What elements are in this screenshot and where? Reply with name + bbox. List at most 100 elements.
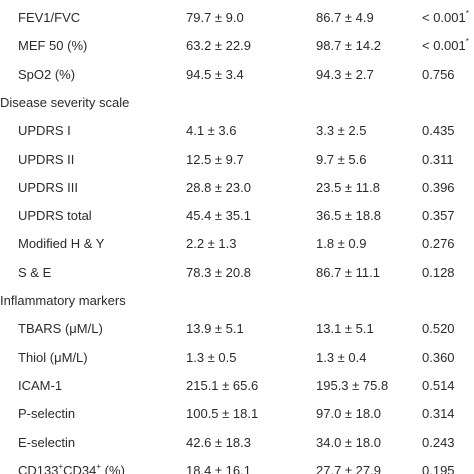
p-value-text: 0.195 xyxy=(422,462,455,474)
group-a-value: 63.2 ± 22.9 xyxy=(186,38,251,54)
p-value: 0.243 xyxy=(422,435,455,451)
section-header: Inflammatory markers xyxy=(0,293,126,308)
group-b-value-text: 34.0 ± 18.0 xyxy=(316,434,381,450)
group-b-value-text: 98.7 ± 14.2 xyxy=(316,38,381,54)
label-text: SpO2 (%) xyxy=(18,66,76,82)
p-value: 0.314 xyxy=(422,406,455,422)
row-label: TBARS (μM/L) xyxy=(18,321,103,337)
row-label: FEV1/FVC xyxy=(18,10,80,26)
group-b-value-text: 1.8 ± 0.9 xyxy=(316,236,367,252)
label-text: UPDRS II xyxy=(18,151,75,167)
p-value: 0.276 xyxy=(422,236,455,252)
group-a-value-text: 45.4 ± 35.1 xyxy=(186,208,251,224)
group-a-value: 2.2 ± 1.3 xyxy=(186,236,237,252)
group-a-value-text: 100.5 ± 18.1 xyxy=(186,406,259,422)
p-value-text: 0.514 xyxy=(422,377,455,393)
p-value: 0.396 xyxy=(422,180,455,196)
group-a-value-text: 79.7 ± 9.0 xyxy=(186,10,244,25)
group-a-value-text: 18.4 ± 16.1 xyxy=(186,462,251,474)
group-a-value: 12.5 ± 9.7 xyxy=(186,152,244,168)
group-a-value-text: 215.1 ± 65.6 xyxy=(186,377,259,393)
group-b-value-text: 9.7 ± 5.6 xyxy=(316,151,367,167)
group-a-value: 45.4 ± 35.1 xyxy=(186,208,251,224)
p-value: 0.360 xyxy=(422,350,455,366)
group-a-value: 94.5 ± 3.4 xyxy=(186,67,244,83)
p-value-text: 0.756 xyxy=(422,66,455,82)
group-b-value-text: 86.7 ± 4.9 xyxy=(316,10,374,25)
group-a-value: 28.8 ± 23.0 xyxy=(186,180,251,196)
p-value: 0.195 xyxy=(422,463,455,474)
group-b-value-text: 3.3 ± 2.5 xyxy=(316,123,367,139)
row-label: UPDRS II xyxy=(18,152,74,168)
row-label: S & E xyxy=(18,265,51,281)
label-text: MEF 50 (%) xyxy=(18,38,88,54)
p-value: < 0.001* xyxy=(422,38,469,54)
p-value-text: 0.276 xyxy=(422,236,455,252)
row-label: UPDRS I xyxy=(18,123,71,139)
label-text: S & E xyxy=(18,264,52,280)
row-label: UPDRS III xyxy=(18,180,78,196)
group-b-value: 86.7 ± 11.1 xyxy=(316,265,380,281)
p-value: 0.756 xyxy=(422,67,455,83)
label-text: CD34 xyxy=(63,462,97,474)
group-a-value: 13.9 ± 5.1 xyxy=(186,321,244,337)
group-b-value-text: 13.1 ± 5.1 xyxy=(316,321,374,337)
group-b-value: 1.8 ± 0.9 xyxy=(316,236,367,252)
group-b-value: 36.5 ± 18.8 xyxy=(316,208,381,224)
superscript: + xyxy=(96,461,102,471)
p-value-text: 0.360 xyxy=(422,349,455,365)
p-value-text: 0.243 xyxy=(422,434,455,450)
p-value-text: 0.128 xyxy=(422,264,455,280)
label-text: TBARS (μM/L) xyxy=(18,321,103,337)
label-text: P-selectin xyxy=(18,406,76,422)
group-b-value: 94.3 ± 2.7 xyxy=(316,67,374,83)
row-label: UPDRS total xyxy=(18,208,92,224)
group-a-value-text: 1.3 ± 0.5 xyxy=(186,349,237,365)
group-b-value-text: 27.7 ± 27.9 xyxy=(316,462,381,474)
group-a-value: 100.5 ± 18.1 xyxy=(186,406,258,422)
p-value: 0.128 xyxy=(422,265,455,281)
label-text: Thiol (μM/L) xyxy=(18,349,88,365)
p-value-text: 0.520 xyxy=(422,321,455,337)
group-b-value-text: 1.3 ± 0.4 xyxy=(316,349,367,365)
p-value-text: 0.396 xyxy=(422,179,455,195)
group-b-value: 34.0 ± 18.0 xyxy=(316,435,381,451)
group-a-value: 4.1 ± 3.6 xyxy=(186,123,237,139)
p-value: < 0.001* xyxy=(422,10,469,26)
group-a-value: 78.3 ± 20.8 xyxy=(186,265,251,281)
group-a-value-text: 2.2 ± 1.3 xyxy=(186,236,237,252)
significance-mark: * xyxy=(465,9,469,18)
group-b-value: 23.5 ± 11.8 xyxy=(316,180,380,196)
label-text: UPDRS total xyxy=(18,208,92,224)
group-a-value-text: 63.2 ± 22.9 xyxy=(186,38,251,54)
row-label: ICAM-1 xyxy=(18,378,62,394)
group-b-value: 97.0 ± 18.0 xyxy=(316,406,381,422)
group-a-value-text: 12.5 ± 9.7 xyxy=(186,151,244,167)
p-value-text: 0.311 xyxy=(422,151,454,167)
group-a-value-text: 28.8 ± 23.0 xyxy=(186,179,251,195)
group-a-value-text: 13.9 ± 5.1 xyxy=(186,321,244,337)
label-text: UPDRS I xyxy=(18,123,71,139)
group-b-value: 98.7 ± 14.2 xyxy=(316,38,381,54)
group-a-value-text: 78.3 ± 20.8 xyxy=(186,264,251,280)
group-a-value-text: 4.1 ± 3.6 xyxy=(186,123,237,139)
row-label: MEF 50 (%) xyxy=(18,38,87,54)
group-b-value: 9.7 ± 5.6 xyxy=(316,152,367,168)
group-a-value: 18.4 ± 16.1 xyxy=(186,463,251,474)
group-b-value-text: 94.3 ± 2.7 xyxy=(316,66,374,82)
p-value-text: < 0.001 xyxy=(422,38,466,54)
significance-mark: * xyxy=(465,37,469,47)
group-a-value: 79.7 ± 9.0 xyxy=(186,10,244,26)
p-value-text: 0.435 xyxy=(422,123,455,139)
row-label: E-selectin xyxy=(18,435,75,451)
group-b-value: 3.3 ± 2.5 xyxy=(316,123,367,139)
label-text: ICAM-1 xyxy=(18,377,63,393)
group-b-value-text: 86.7 ± 11.1 xyxy=(316,264,380,280)
group-b-value: 1.3 ± 0.4 xyxy=(316,350,367,366)
label-text: CD133 xyxy=(18,462,59,474)
group-b-value: 86.7 ± 4.9 xyxy=(316,10,374,26)
p-value: 0.311 xyxy=(422,152,454,168)
group-a-value-text: 94.5 ± 3.4 xyxy=(186,66,244,82)
p-value: 0.520 xyxy=(422,321,455,337)
